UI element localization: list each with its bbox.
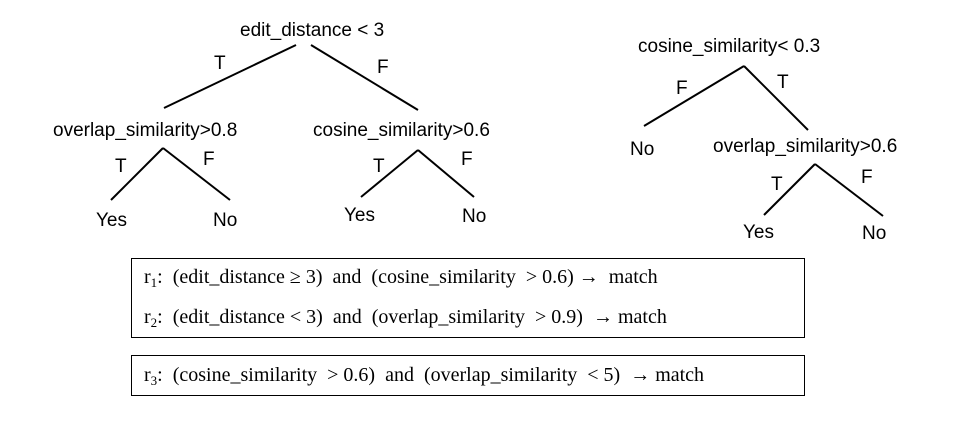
rule-r1: r1: (edit_distance ≥ 3) and (cosine_simi… (144, 266, 658, 289)
tree1-right-true-leaf: Yes (344, 205, 375, 226)
tree1-root-true-edge (163, 44, 297, 109)
tree1-left-node: overlap_similarity>0.8 (53, 120, 237, 141)
tree2-root-false-edge (643, 65, 745, 127)
tree2-right-true-edge (763, 163, 816, 216)
tree1-left-false-label: F (203, 149, 215, 170)
tree2-root-node: cosine_similarity< 0.3 (638, 36, 820, 57)
rule-r3: r3: (cosine_similarity > 0.6) and (overl… (144, 364, 704, 387)
tree1-right-false-leaf: No (462, 206, 486, 227)
tree2-right-true-label: T (771, 174, 783, 195)
rules-box-1: r1: (edit_distance ≥ 3) and (cosine_simi… (131, 258, 805, 338)
rule-r1-label: r (144, 266, 151, 288)
tree1-left-false-leaf: No (213, 210, 237, 231)
tree1-root-false-label: F (377, 57, 389, 78)
rule-r2-index: 2 (150, 315, 158, 330)
rule-r3-text: : (cosine_similarity > 0.6) and (overlap… (157, 364, 705, 386)
rules-box-2: r3: (cosine_similarity > 0.6) and (overl… (131, 355, 805, 396)
tree-2: cosine_similarity< 0.3 F T No overlap_si… (630, 36, 897, 244)
tree2-right-node: overlap_similarity>0.6 (713, 136, 897, 157)
tree1-left-true-label: T (115, 156, 127, 177)
tree1-root-true-label: T (214, 53, 226, 74)
tree1-left-false-edge (162, 147, 231, 201)
tree2-right-false-edge (814, 163, 884, 217)
tree1-right-false-label: F (461, 149, 473, 170)
tree1-right-false-edge (417, 149, 475, 198)
rule-r3-label: r (144, 364, 151, 386)
tree2-root-false-label: F (676, 78, 688, 99)
tree1-right-true-label: T (373, 156, 385, 177)
tree2-root-true-edge (743, 65, 809, 131)
rule-r1-index: 1 (150, 275, 158, 290)
tree2-false-leaf: No (630, 139, 654, 160)
tree1-root-false-edge (310, 44, 419, 111)
rule-r3-index: 3 (150, 373, 158, 388)
tree1-left-true-leaf: Yes (96, 210, 127, 231)
tree-1: edit_distance < 3 T F overlap_similarity… (53, 20, 490, 231)
tree1-right-true-edge (360, 149, 419, 198)
tree1-left-true-edge (110, 147, 164, 201)
tree2-right-false-leaf: No (862, 223, 886, 244)
tree1-root-node: edit_distance < 3 (240, 20, 384, 41)
rule-r2-label: r (144, 306, 151, 328)
tree1-right-node: cosine_similarity>0.6 (313, 120, 490, 141)
tree2-right-false-label: F (861, 167, 873, 188)
rule-r1-text: : (edit_distance ≥ 3) and (cosine_simila… (157, 266, 658, 288)
rule-r2: r2: (edit_distance < 3) and (overlap_sim… (144, 306, 667, 329)
tree2-root-true-label: T (777, 72, 789, 93)
rule-r2-text: : (edit_distance < 3) and (overlap_simil… (157, 306, 667, 328)
tree2-right-true-leaf: Yes (743, 222, 774, 243)
